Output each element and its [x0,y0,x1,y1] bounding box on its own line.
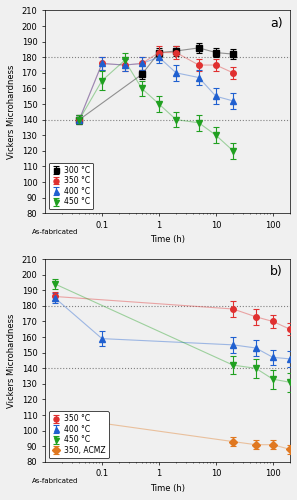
X-axis label: Time (h): Time (h) [150,236,185,244]
Legend: 350 °C, 400 °C, 450 °C, 350, ACMZ: 350 °C, 400 °C, 450 °C, 350, ACMZ [49,412,109,458]
Y-axis label: Vickers Microhardness: Vickers Microhardness [7,64,16,159]
Text: b): b) [270,265,283,278]
Text: a): a) [270,16,283,30]
Legend: 300 °C, 350 °C, 400 °C, 450 °C: 300 °C, 350 °C, 400 °C, 450 °C [49,162,93,210]
Y-axis label: Vickers Microhardness: Vickers Microhardness [7,314,16,408]
Text: As-fabricated: As-fabricated [32,478,78,484]
Text: As-fabricated: As-fabricated [32,230,78,235]
X-axis label: Time (h): Time (h) [150,484,185,493]
